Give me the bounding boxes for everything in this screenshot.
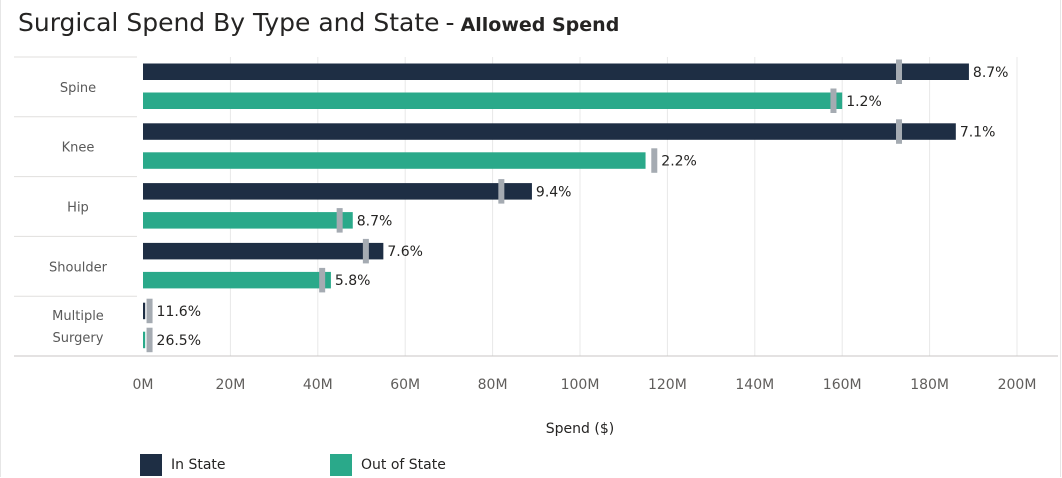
legend-swatch-out-of-state xyxy=(330,454,352,476)
x-axis-title: Spend ($) xyxy=(546,421,614,437)
bar-out-of-state-knee xyxy=(143,152,646,169)
bar-in-state-spine xyxy=(143,63,969,80)
x-tick-label: 100M xyxy=(561,377,600,393)
chart-title: Surgical Spend By Type and State - Allowed… xyxy=(18,8,619,37)
data-label-out-of-state-shoulder: 5.8% xyxy=(335,273,371,289)
marker-out-of-state-multiple-surgery xyxy=(146,327,153,353)
chart-title-main: Surgical Spend By Type and State xyxy=(18,8,440,37)
marker-in-state-spine xyxy=(896,59,903,84)
bar-out-of-state-spine xyxy=(143,92,843,109)
x-tick-label: 160M xyxy=(823,377,862,393)
data-label-out-of-state-knee: 2.2% xyxy=(661,154,697,170)
legend-item-out-of-state[interactable]: Out of State xyxy=(330,454,446,476)
x-tick-label: 40M xyxy=(303,377,333,393)
marker-in-state-multiple-surgery xyxy=(146,298,153,324)
x-tick-label: 180M xyxy=(910,377,949,393)
chart-subtitle: Allowed Spend xyxy=(460,14,620,36)
category-label-multiple-surgery: Multiple Surgery xyxy=(52,309,104,346)
x-tick-label: 60M xyxy=(390,377,420,393)
marker-in-state-shoulder xyxy=(362,238,369,264)
x-tick-label: 120M xyxy=(648,377,687,393)
data-label-out-of-state-hip: 8.7% xyxy=(357,213,393,229)
category-label-spine: Spine xyxy=(60,81,96,96)
bar-out-of-state-shoulder xyxy=(143,271,331,289)
bar-in-state-multiple-surgery xyxy=(143,302,146,320)
legend-swatch-in-state xyxy=(140,454,162,476)
data-label-in-state-knee: 7.1% xyxy=(960,125,996,141)
bar-out-of-state-multiple-surgery xyxy=(143,331,146,349)
legend-label-out-of-state: Out of State xyxy=(361,457,446,473)
data-label-in-state-shoulder: 7.6% xyxy=(387,244,423,260)
data-label-in-state-hip: 9.4% xyxy=(536,184,572,200)
marker-in-state-hip xyxy=(498,179,505,204)
marker-out-of-state-spine xyxy=(830,88,837,113)
legend-item-in-state[interactable]: In State xyxy=(140,454,226,476)
marker-out-of-state-hip xyxy=(336,208,343,233)
bar-in-state-shoulder xyxy=(143,242,384,260)
legend-label-in-state: In State xyxy=(171,457,226,473)
x-tick-label: 80M xyxy=(478,377,508,393)
bar-in-state-knee xyxy=(143,123,956,140)
data-label-out-of-state-multiple-surgery: 26.5% xyxy=(157,333,201,349)
category-label-shoulder: Shoulder xyxy=(49,260,108,275)
chart-title-separator: - xyxy=(445,8,455,37)
bar-out-of-state-hip xyxy=(143,212,353,229)
x-tick-label: 200M xyxy=(998,377,1037,393)
data-label-in-state-spine: 8.7% xyxy=(973,65,1009,81)
marker-out-of-state-shoulder xyxy=(319,267,326,293)
x-tick-label: 140M xyxy=(735,377,774,393)
category-label-knee: Knee xyxy=(62,141,95,156)
data-label-in-state-multiple-surgery: 11.6% xyxy=(157,304,201,320)
bar-in-state-hip xyxy=(143,183,532,200)
marker-out-of-state-knee xyxy=(651,148,658,173)
x-tick-label: 0M xyxy=(133,377,154,393)
x-tick-label: 20M xyxy=(215,377,245,393)
data-label-out-of-state-spine: 1.2% xyxy=(846,94,882,110)
marker-in-state-knee xyxy=(896,119,903,144)
category-label-hip: Hip xyxy=(67,201,89,216)
